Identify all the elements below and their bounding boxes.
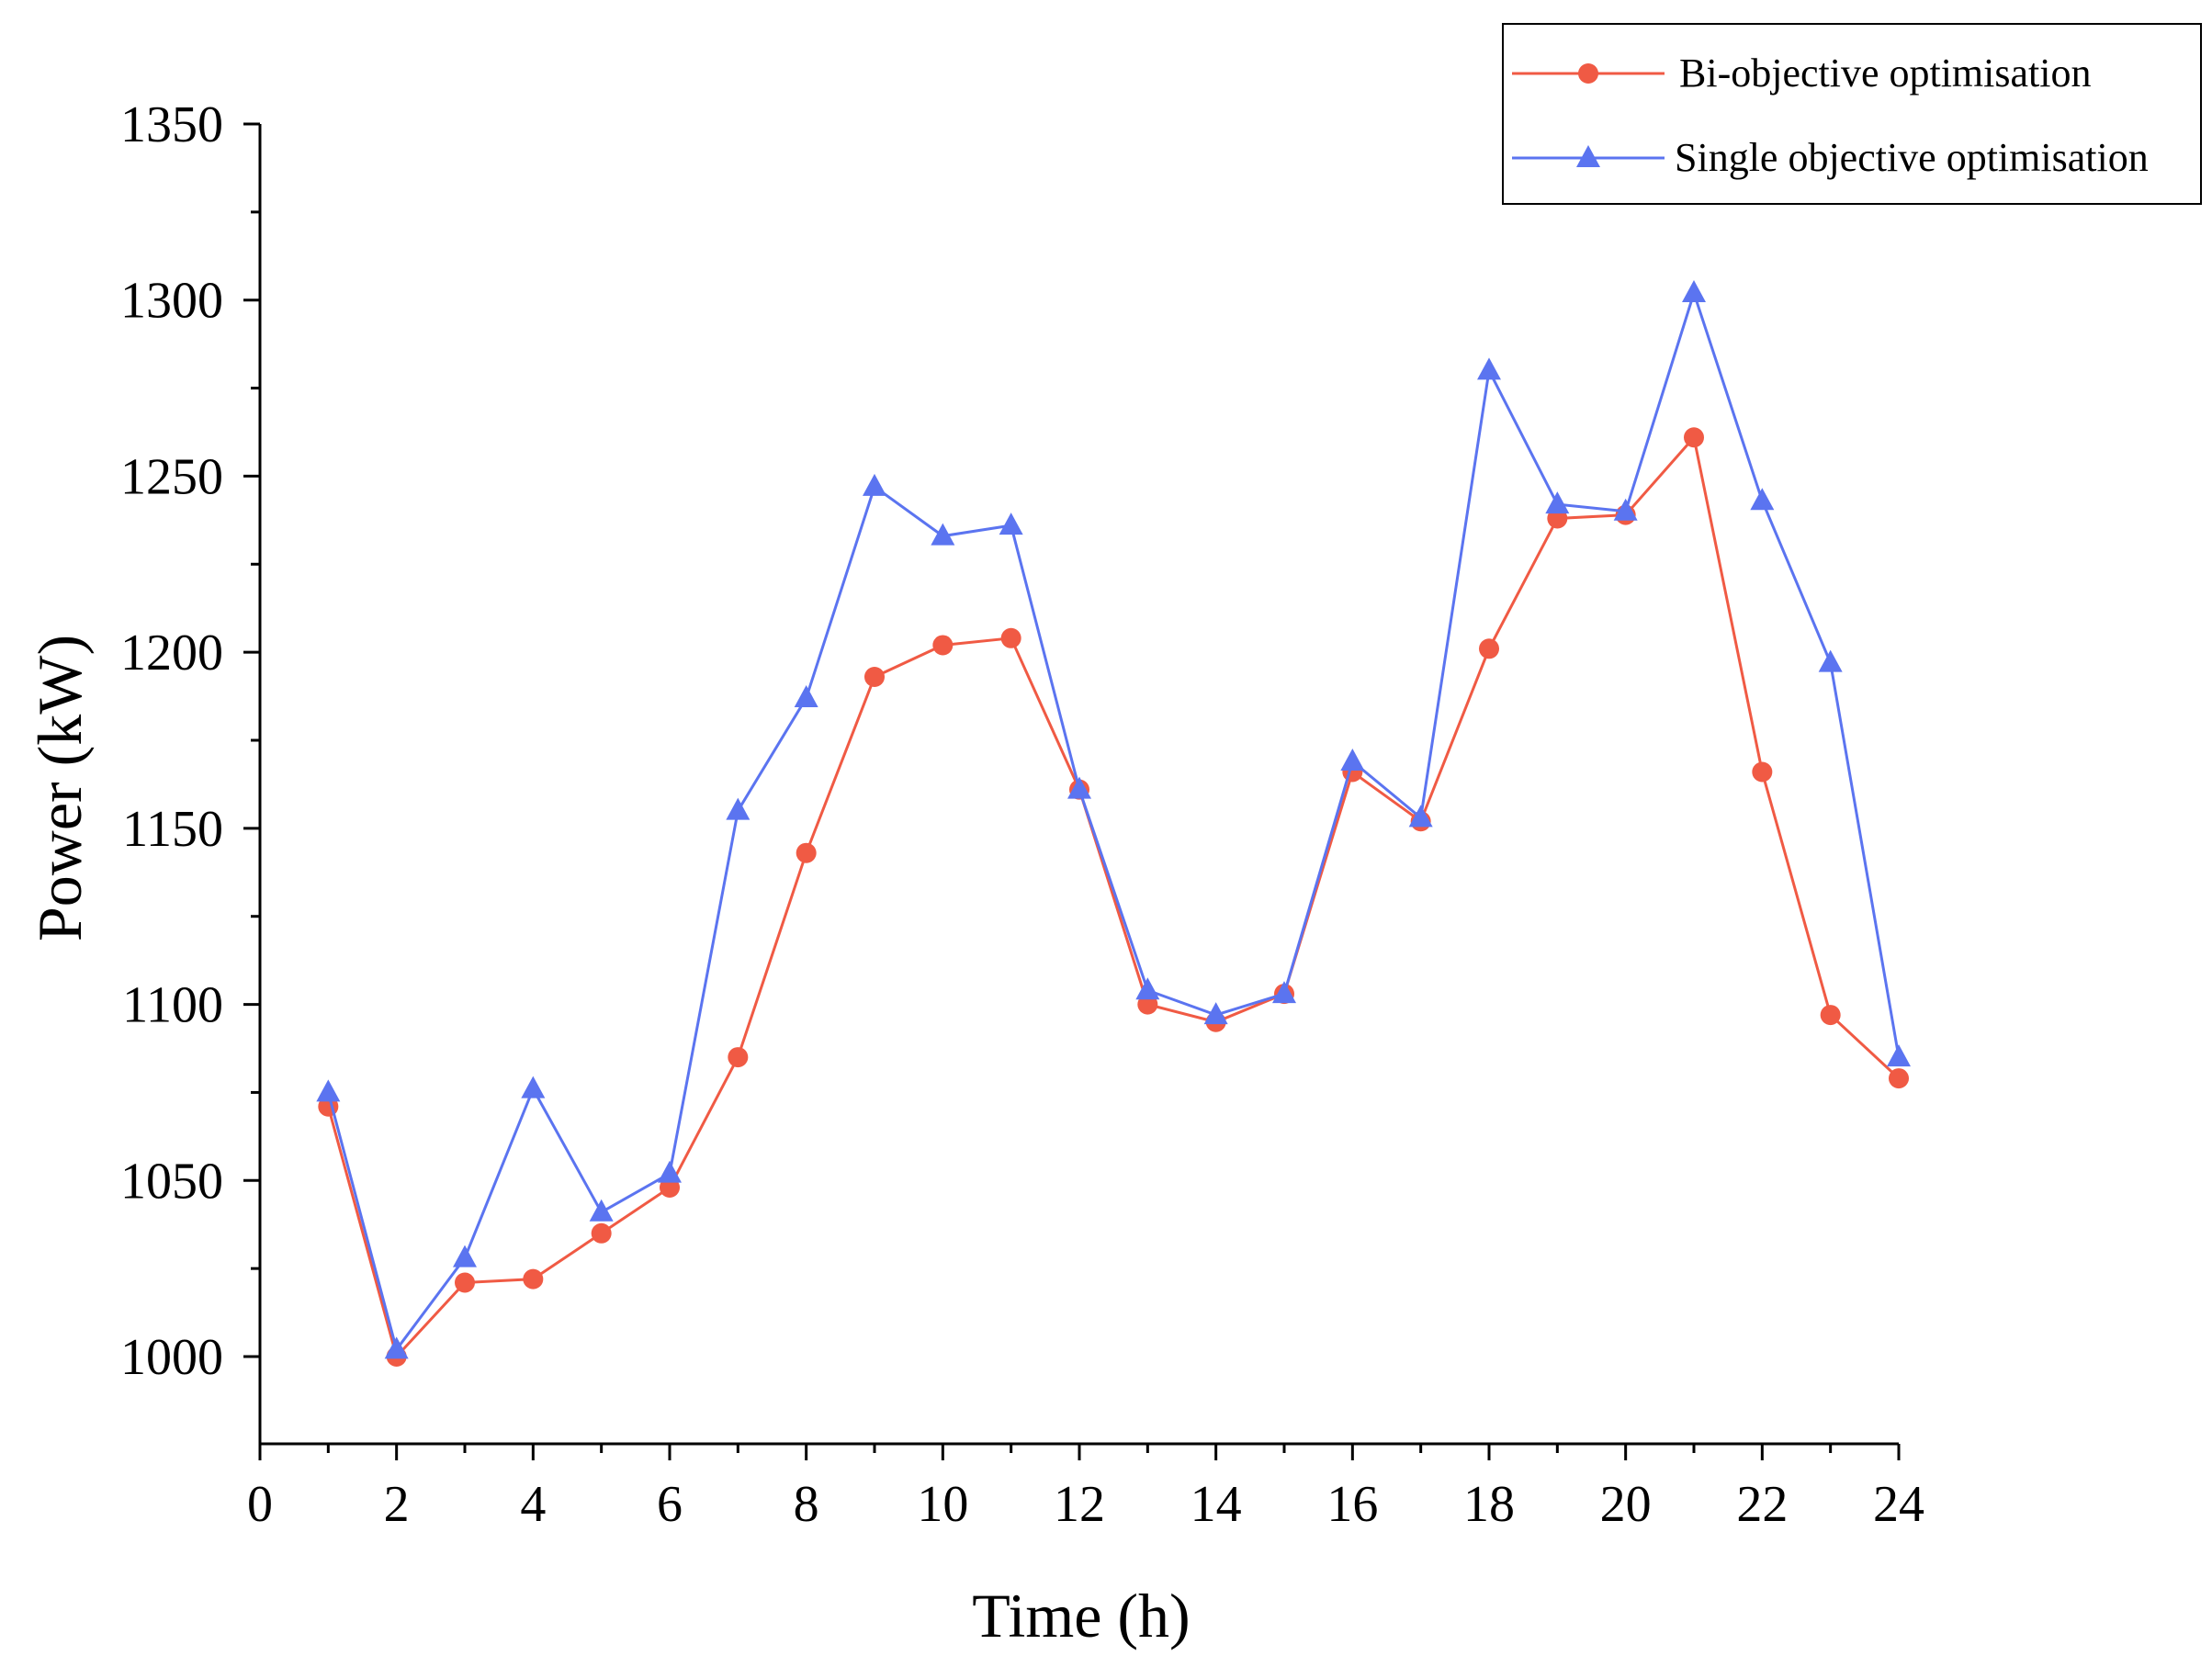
data-point: [521, 1076, 546, 1098]
data-point: [591, 1222, 612, 1244]
data-point: [796, 842, 817, 863]
data-point: [1750, 488, 1775, 511]
legend-marker-triangle-icon: [1576, 145, 1600, 167]
legend-label-bi-objective: Bi-objective optimisation: [1679, 51, 2092, 96]
y-tick-label-1050: 1050: [120, 1153, 223, 1210]
data-point: [1545, 491, 1570, 514]
x-tick-label-22: 22: [1736, 1476, 1788, 1533]
x-tick-label-18: 18: [1463, 1476, 1515, 1533]
x-tick-label-0: 0: [247, 1476, 273, 1533]
data-point: [1000, 627, 1021, 648]
x-axis-title: Time (h): [972, 1581, 1190, 1650]
data-point: [1752, 761, 1773, 783]
legend-marker-circle-icon: [1578, 63, 1598, 84]
series-line: [326, 288, 1901, 1353]
data-point: [1818, 649, 1843, 672]
data-point: [1682, 280, 1706, 303]
data-point: [864, 666, 885, 687]
data-point: [794, 684, 818, 707]
data-point: [1272, 981, 1296, 1004]
data-point: [863, 473, 886, 496]
data-point: [726, 797, 750, 820]
y-tick-label-1100: 1100: [122, 977, 223, 1034]
data-point: [1479, 638, 1499, 659]
data-point: [455, 1272, 475, 1293]
data-point: [1889, 1068, 1909, 1089]
data-point: [1340, 749, 1365, 772]
data-point: [453, 1245, 477, 1267]
x-tick-label-4: 4: [520, 1476, 546, 1533]
x-tick-label-2: 2: [384, 1476, 410, 1533]
x-tick-label-24: 24: [1873, 1476, 1924, 1533]
x-tick-label-20: 20: [1600, 1476, 1652, 1533]
x-tick-label-12: 12: [1054, 1476, 1105, 1533]
x-tick-label-16: 16: [1326, 1476, 1378, 1533]
series: [316, 280, 1911, 1367]
x-tick-label-10: 10: [917, 1476, 968, 1533]
data-point: [1203, 1002, 1228, 1025]
y-axis-title: Power (kW): [25, 635, 95, 941]
y-tick-label-1000: 1000: [120, 1329, 223, 1386]
data-point: [1408, 805, 1433, 828]
data-point: [931, 523, 955, 546]
y-tick-label-1200: 1200: [120, 625, 223, 681]
data-point: [589, 1199, 614, 1222]
data-point: [728, 1047, 749, 1068]
y-tick-label-1150: 1150: [122, 801, 223, 858]
data-point: [1135, 977, 1160, 1000]
series-line: [326, 434, 1901, 1360]
data-point: [1477, 357, 1501, 380]
x-tick-label-8: 8: [794, 1476, 819, 1533]
legend-box: [1502, 23, 2202, 205]
ticks: 0 2 4 6 8 10 12 14 16 18 20 22 241000105011001150120…: [120, 96, 1924, 1533]
series-single-objective: [316, 280, 1911, 1359]
x-tick-label-14: 14: [1191, 1476, 1242, 1533]
data-point: [932, 635, 954, 656]
x-tick-label-6: 6: [657, 1476, 683, 1533]
data-point: [384, 1336, 409, 1359]
y-tick-label-1250: 1250: [120, 448, 223, 505]
data-point: [1820, 1005, 1841, 1026]
data-point: [658, 1160, 682, 1183]
y-tick-label-1350: 1350: [120, 96, 223, 153]
data-point: [523, 1268, 544, 1290]
data-point: [316, 1079, 341, 1102]
y-tick-label-1300: 1300: [120, 273, 223, 330]
legend: Bi-objective optimisation Single objecti…: [1502, 23, 2202, 205]
series-bi-objective: [318, 427, 1909, 1367]
data-point: [1067, 776, 1091, 799]
data-point: [1887, 1044, 1911, 1067]
data-point: [1613, 498, 1638, 521]
data-point: [1684, 427, 1704, 448]
legend-label-single-objective: Single objective optimisation: [1675, 135, 2149, 180]
data-point: [999, 512, 1023, 535]
